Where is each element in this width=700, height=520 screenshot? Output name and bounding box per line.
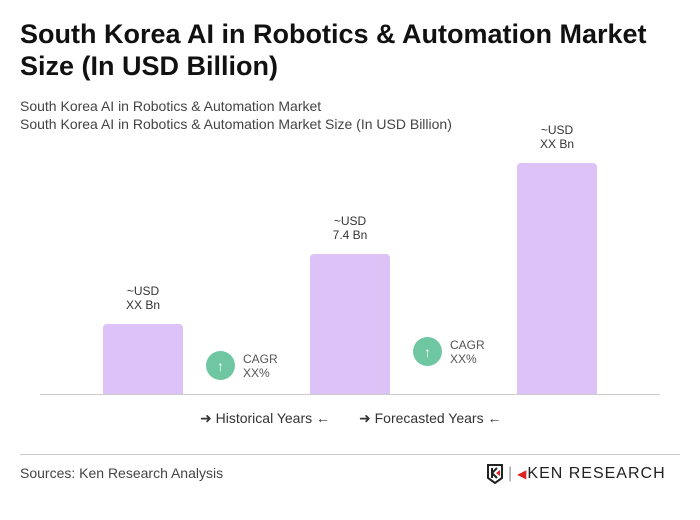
ken-research-logo: | ◀ KEN RESEARCH <box>486 464 666 484</box>
bar-data-label: ~USD XX Bn <box>83 284 203 312</box>
bar-label-line: ~USD <box>540 123 574 138</box>
logo-mark-icon <box>487 464 503 484</box>
arrow-left-icon: ← <box>316 410 331 426</box>
legend-forecasted: ➜ Forecasted Years ← <box>359 410 501 427</box>
x-axis <box>40 394 660 395</box>
arrow-right-icon: ➜ <box>359 410 371 426</box>
arrow-right-icon: ➜ <box>200 410 212 426</box>
cagr-label: CAGR <box>450 337 485 352</box>
bar <box>517 163 597 394</box>
legend-historical: ➜ Historical Years ← <box>200 410 330 427</box>
bar-label-line: XX Bn <box>539 137 575 152</box>
arrow-left-icon: ← <box>487 410 502 426</box>
source-note: Sources: Ken Research Analysis <box>20 465 224 481</box>
bar-data-label: ~USD 7.4 Bn <box>290 214 410 242</box>
bar-label-line: 7.4 Bn <box>332 228 368 242</box>
cagr-value: XX% <box>450 351 477 366</box>
bar-label-line: ~USD <box>333 214 367 228</box>
cagr-value: XX% <box>243 365 270 380</box>
subtitle-1: South Korea AI in Robotics & Automation … <box>20 98 322 114</box>
legend-label: Forecasted Years <box>374 410 484 426</box>
subtitle-2: South Korea AI in Robotics & Automation … <box>20 116 452 132</box>
bar <box>103 324 183 394</box>
bar-label-line: ~USD <box>126 284 160 298</box>
bar <box>310 254 390 394</box>
arrow-up-icon: ↑ <box>206 351 235 380</box>
arrow-up-icon: ↑ <box>413 337 442 366</box>
legend-label: Historical Years <box>215 410 313 426</box>
cagr-2: ↑ CAGR XX% <box>413 337 485 366</box>
chart-title: South Korea AI in Robotics & Automation … <box>20 19 647 81</box>
cagr-1: ↑ CAGR XX% <box>206 351 278 380</box>
bar-data-label: ~USD XX Bn <box>497 123 617 151</box>
cagr-label: CAGR <box>243 351 278 366</box>
bar-label-line: XX Bn <box>125 298 161 312</box>
divider <box>20 454 680 455</box>
